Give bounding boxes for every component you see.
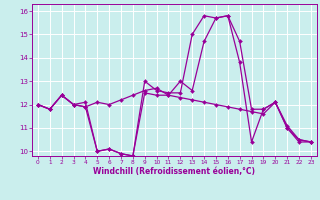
X-axis label: Windchill (Refroidissement éolien,°C): Windchill (Refroidissement éolien,°C) [93,167,255,176]
